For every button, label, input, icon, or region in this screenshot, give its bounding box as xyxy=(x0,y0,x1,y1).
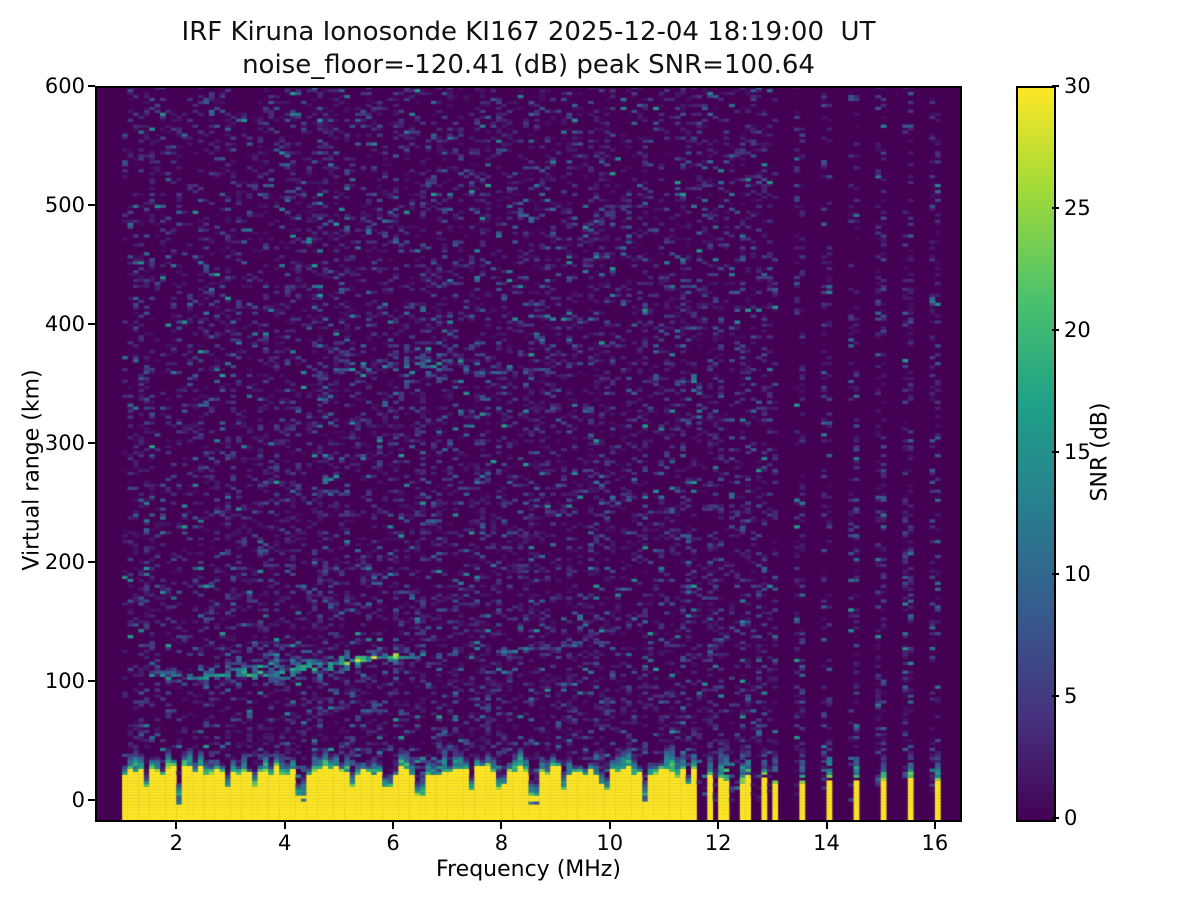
x-tick-label: 16 xyxy=(921,831,949,855)
colorbar-tick-label: 30 xyxy=(1064,74,1091,98)
colorbar-tick-label: 15 xyxy=(1064,440,1091,464)
x-tick-mark xyxy=(717,822,720,829)
x-tick-label: 4 xyxy=(277,831,292,855)
colorbar-tick-label: 20 xyxy=(1064,318,1091,342)
y-tick-mark xyxy=(88,798,95,801)
y-tick-label: 200 xyxy=(44,549,85,574)
y-tick-label: 500 xyxy=(44,192,85,217)
x-tick-mark xyxy=(608,822,611,829)
y-tick-mark xyxy=(88,560,95,563)
colorbar-tick-label: 5 xyxy=(1064,684,1078,708)
colorbar-label: SNR (dB) xyxy=(1087,402,1113,502)
colorbar-tick-label: 25 xyxy=(1064,196,1091,220)
x-tick-label: 10 xyxy=(596,831,624,855)
chart-title: IRF Kiruna Ionosonde KI167 2025-12-04 18… xyxy=(181,17,876,47)
y-axis-label: Virtual range (km) xyxy=(19,369,45,571)
y-tick-label: 400 xyxy=(44,311,85,336)
x-axis-label: Frequency (MHz) xyxy=(436,857,621,882)
y-tick-label: 300 xyxy=(44,430,85,455)
y-tick-mark xyxy=(88,203,95,206)
x-tick-label: 8 xyxy=(494,831,509,855)
x-tick-mark xyxy=(933,822,936,829)
x-tick-mark xyxy=(175,822,178,829)
colorbar-tick-mark xyxy=(1052,207,1059,209)
x-tick-label: 2 xyxy=(169,831,183,855)
x-tick-mark xyxy=(392,822,395,829)
colorbar-tick-mark xyxy=(1052,451,1059,453)
x-tick-label: 12 xyxy=(704,831,732,855)
y-tick-mark xyxy=(88,679,95,682)
y-tick-mark xyxy=(88,322,95,325)
y-tick-label: 600 xyxy=(44,74,85,98)
y-tick-mark xyxy=(88,441,95,444)
y-tick-label: 100 xyxy=(44,668,85,693)
colorbar-tick-mark xyxy=(1052,85,1059,87)
y-tick-mark xyxy=(88,85,95,87)
x-tick-label: 6 xyxy=(386,831,400,855)
colorbar-tick-label: 0 xyxy=(1064,806,1078,830)
x-tick-label: 14 xyxy=(813,831,840,855)
colorbar-tick-mark xyxy=(1052,817,1059,819)
ionogram-heatmap xyxy=(95,86,962,822)
x-tick-mark xyxy=(500,822,503,829)
colorbar-tick-mark xyxy=(1052,695,1059,697)
y-tick-label: 0 xyxy=(71,787,85,812)
colorbar-tick-mark xyxy=(1052,329,1059,331)
x-tick-mark xyxy=(283,822,286,829)
chart-subtitle: noise_floor=-120.41 (dB) peak SNR=100.64 xyxy=(242,50,815,80)
colorbar-tick-mark xyxy=(1052,573,1059,575)
x-tick-mark xyxy=(825,822,828,829)
colorbar xyxy=(1016,86,1056,822)
colorbar-tick-label: 10 xyxy=(1064,562,1091,586)
